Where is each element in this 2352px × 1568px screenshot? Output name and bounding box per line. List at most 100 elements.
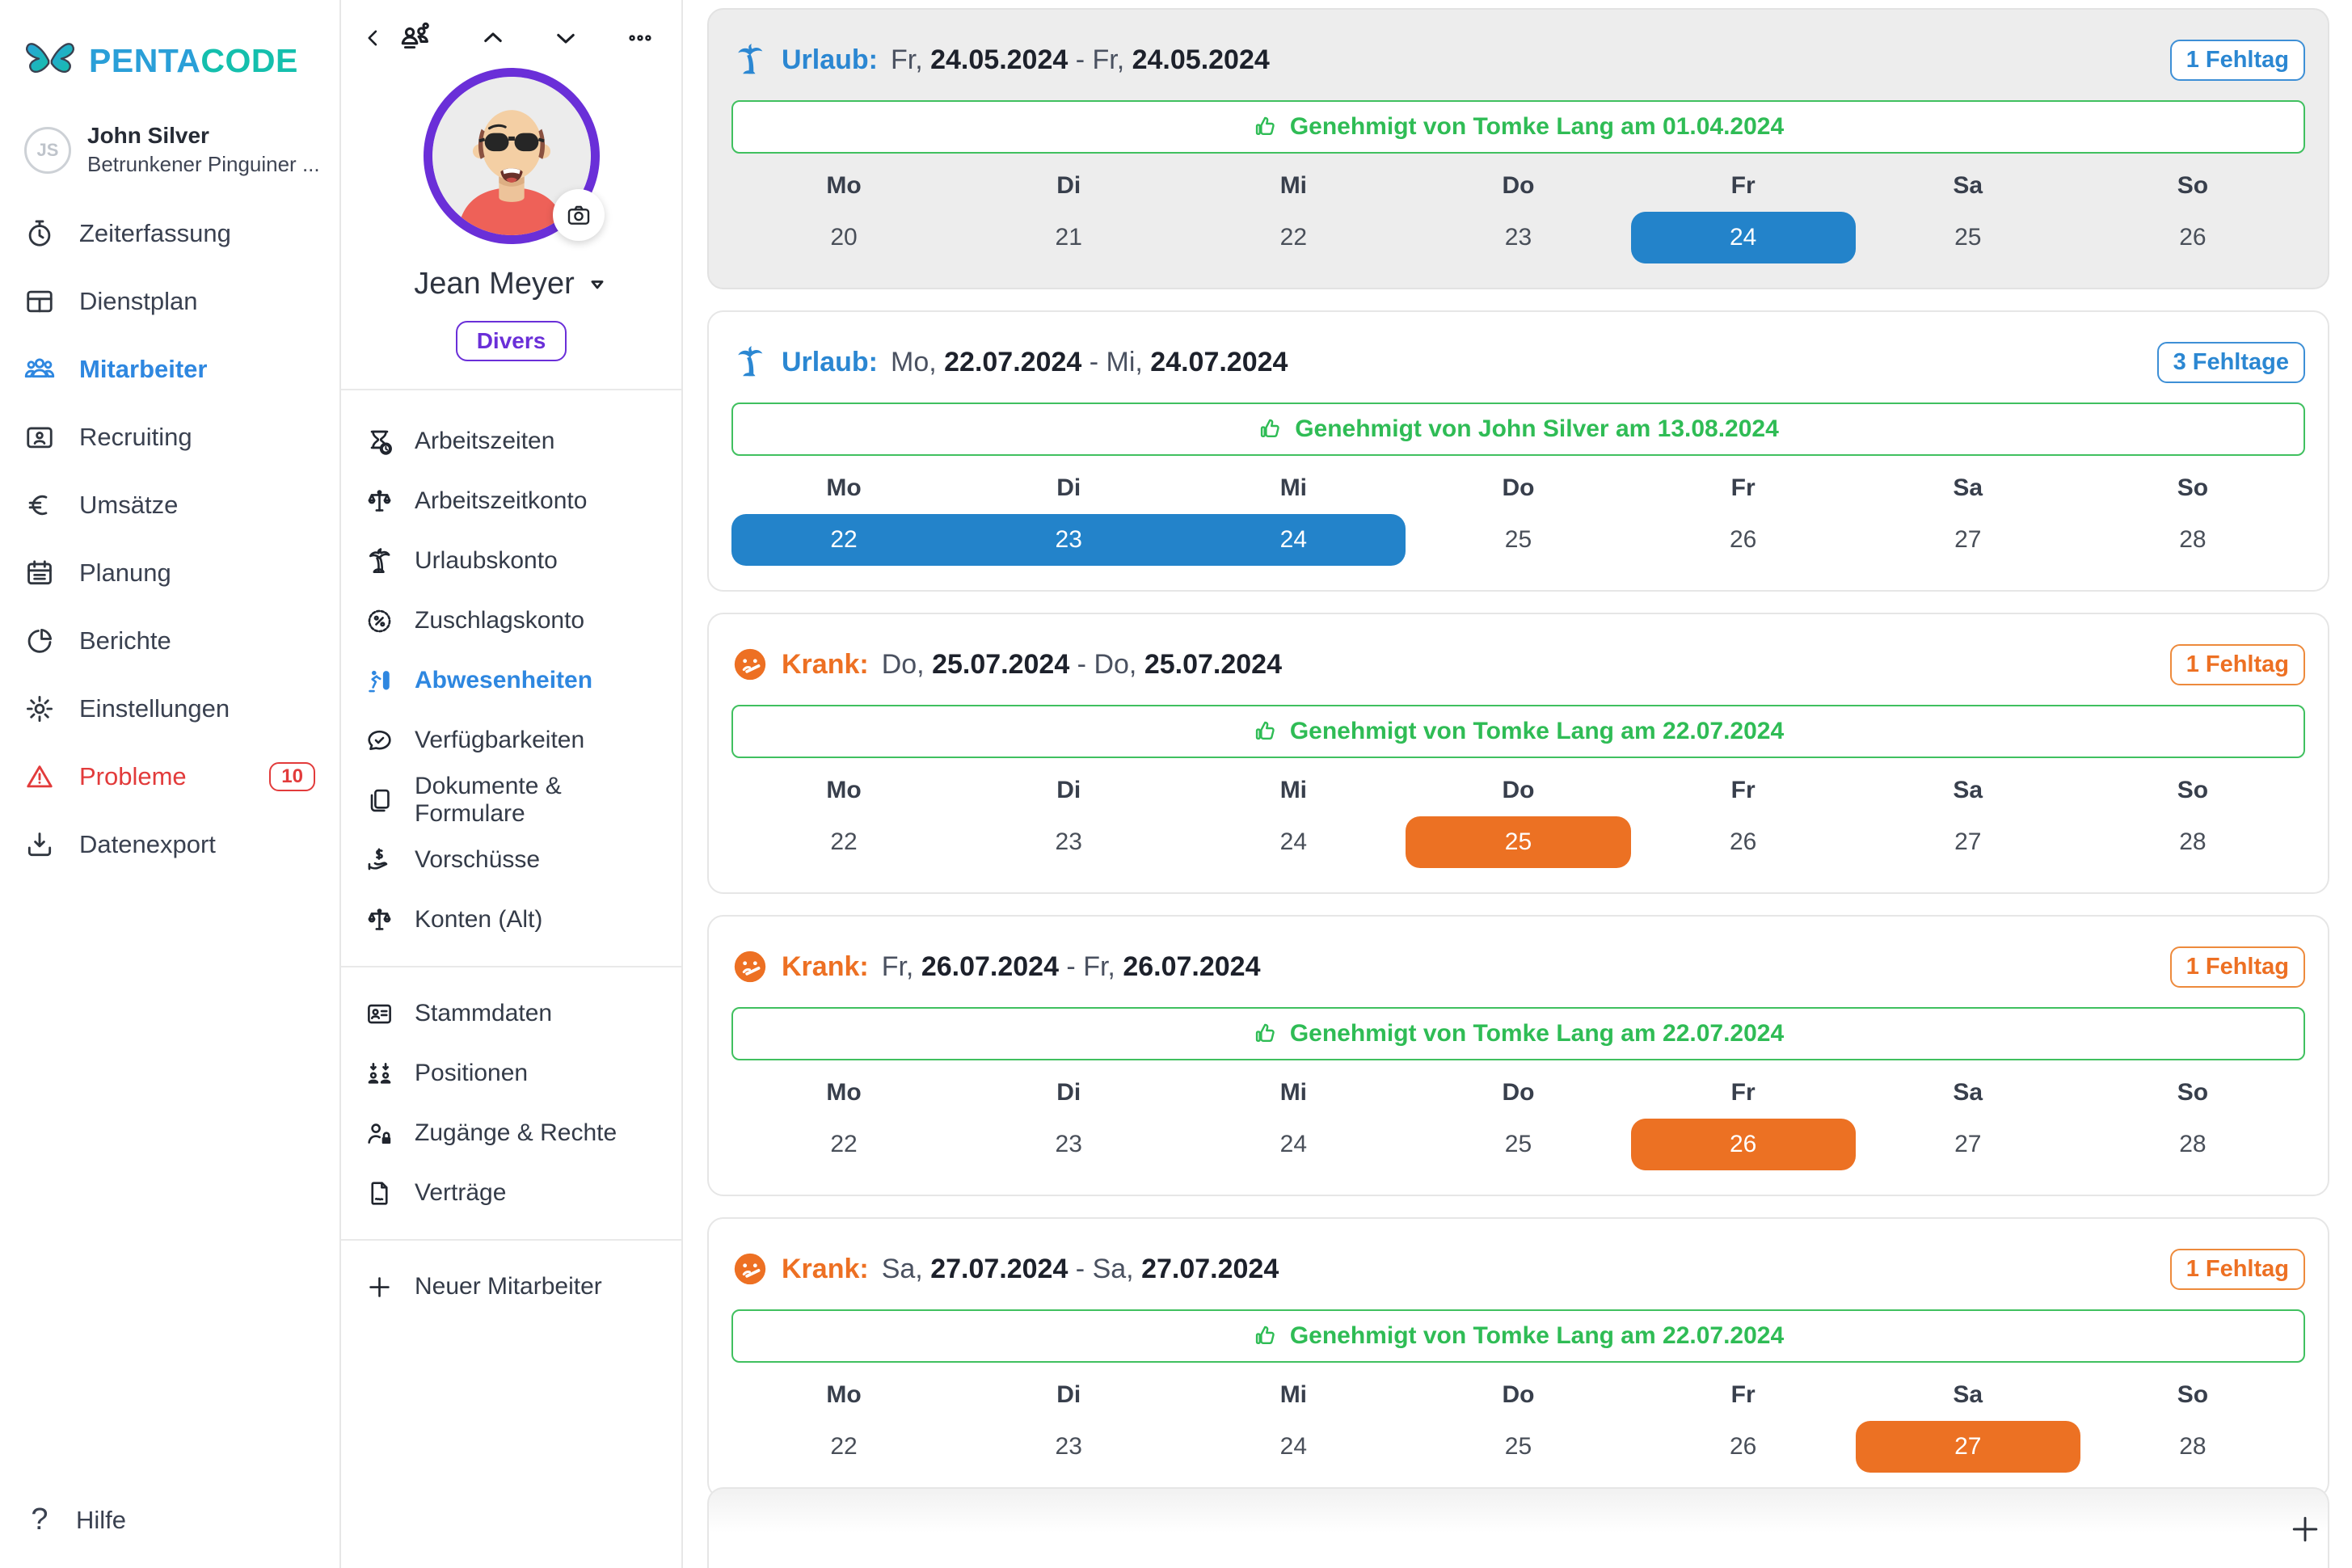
butterfly-logo-icon [24,37,76,84]
chevron-down-icon[interactable] [552,24,580,52]
sidebar-item-zeiterfassung[interactable]: Zeiterfassung [0,200,339,268]
weekday-header: Di [1056,474,1081,501]
day-cell: 25 [1504,526,1532,553]
absence-card-krank-25.07.2024[interactable]: Krank: Do, 25.07.2024 - Do, 25.07.2024 1 … [707,613,2329,894]
absence-date-range: Sa, 27.07.2024 - Sa, 27.07.2024 [881,1253,1279,1284]
employee-nav-item-label: Vorschüsse [415,846,541,873]
day-cell: 24 [1279,828,1308,855]
weekday-header: So [2177,1079,2209,1106]
chevron-up-icon[interactable] [479,24,507,52]
hourglass-clock-icon [365,428,394,456]
sidebar-item-dienstplan[interactable]: Dienstplan [0,268,339,335]
thumbs-up-icon [1253,719,1279,744]
employee-name-dropdown[interactable]: Jean Meyer [341,267,681,301]
employee-nav-item-zugaenge-rechte[interactable]: Zugänge & Rechte [341,1103,681,1163]
day-cell: 22 [830,828,858,855]
account-subtitle: Betrunkener Pinguiner ... [87,152,320,176]
employee-nav-item-vorschuesse[interactable]: Vorschüsse [341,830,681,890]
employee-nav-item-zuschlagskonto[interactable]: Zuschlagskonto [341,591,681,651]
documents-icon [365,786,394,815]
day-cell: 24 [1630,212,1856,263]
id-card-icon [24,422,55,453]
account-switcher[interactable]: JS John Silver Betrunkener Pinguiner ... [0,118,339,200]
absence-card-urlaub-24.05.2024[interactable]: Urlaub: Fr, 24.05.2024 - Fr, 24.05.2024 1… [707,8,2329,289]
sidebar-item-label: Einstellungen [79,694,230,723]
weekday-header: So [2177,1381,2209,1408]
day-cell: 26 [1729,526,1757,553]
sidebar-item-probleme[interactable]: Probleme 10 [0,743,339,811]
employee-nav-item-vertraege[interactable]: Verträge [341,1163,681,1223]
employee-nav-item-arbeitszeitkonto[interactable]: Arbeitszeitkonto [341,471,681,531]
more-options-icon[interactable] [626,24,654,52]
thumbs-up-icon [1253,1323,1279,1349]
sidebar-item-berichte[interactable]: Berichte [0,607,339,675]
team-icon[interactable] [398,21,432,55]
sidebar-item-umsaetze[interactable]: Umsätze [0,471,339,539]
employee-nav-item-label: Zuschlagskonto [415,607,585,634]
employee-nav: Arbeitszeiten Arbeitszeitkonto Urlaubskont… [341,390,681,1317]
week-grid: Mo Di Mi Do Fr Sa So 22 23 24 25 26 27 28 [731,469,2305,566]
employee-nav-item-positionen[interactable]: Positionen [341,1043,681,1103]
sidebar-item-label: Umsätze [79,491,179,519]
weekday-header: Sa [1953,777,1983,803]
employee-name: Jean Meyer [414,267,575,301]
employee-nav-item-urlaubskonto[interactable]: Urlaubskonto [341,531,681,591]
weekday-header: So [2177,474,2209,501]
employee-nav-item-label: Abwesenheiten [415,667,593,693]
person-lock-icon [365,1119,394,1148]
employee-nav-item-dokumente-formulare[interactable]: Dokumente & Formulare [341,770,681,830]
day-cell: 28 [2179,1131,2207,1157]
absence-card-krank-27.07.2024[interactable]: Krank: Sa, 27.07.2024 - Sa, 27.07.2024 1 … [707,1217,2329,1498]
approval-text: Genehmigt von Tomke Lang am 22.07.2024 [1289,718,1785,744]
change-photo-button[interactable] [552,189,605,241]
problems-count-badge: 10 [269,762,315,791]
weekday-header: Di [1056,1381,1081,1408]
add-absence-button[interactable] [2282,1507,2328,1552]
employee-nav-item-verfuegbarkeiten[interactable]: Verfügbarkeiten [341,710,681,770]
sick-face-icon [731,948,769,985]
absence-runner-icon [365,667,394,695]
sidebar-item-planung[interactable]: Planung [0,539,339,607]
day-cell: 24 [1279,1433,1308,1460]
euro-icon [24,490,55,521]
employee-nav-item-stammdaten[interactable]: Stammdaten [341,984,681,1043]
employee-nav-divider [341,966,681,967]
thumbs-up-icon [1258,416,1283,442]
sidebar-item-einstellungen[interactable]: Einstellungen [0,675,339,743]
sidebar-item-recruiting[interactable]: Recruiting [0,403,339,471]
employee-nav-item-abwesenheiten[interactable]: Abwesenheiten [341,651,681,710]
sidebar-nav: Zeiterfassung Dienstplan Mitarbeiter Recrui… [0,200,339,879]
weekday-header: Fr [1730,1079,1756,1106]
employee-nav-item-konten-alt[interactable]: Konten (Alt) [341,890,681,950]
next-absence-card-partial [707,1487,2329,1568]
sick-face-icon [731,1250,769,1288]
percent-badge-icon [365,607,394,635]
weekday-header: Do [1502,777,1535,803]
approval-banner: Genehmigt von Tomke Lang am 22.07.2024 [731,705,2305,758]
employee-nav-item-label: Arbeitszeiten [415,428,555,454]
account-name: John Silver [87,123,209,148]
absence-type-label: Urlaub: [782,44,878,75]
employee-nav-item-arbeitszeiten[interactable]: Arbeitszeiten [341,411,681,471]
absence-card-urlaub-22.07.2024[interactable]: Urlaub: Mo, 22.07.2024 - Mi, 24.07.2024 3… [707,310,2329,592]
sidebar-item-datenexport[interactable]: Datenexport [0,811,339,879]
absence-card-header: Urlaub: Fr, 24.05.2024 - Fr, 24.05.2024 1… [731,31,2305,89]
absence-card-krank-26.07.2024[interactable]: Krank: Fr, 26.07.2024 - Fr, 26.07.2024 1 … [707,915,2329,1196]
help-button[interactable]: ? Hilfe [0,1503,339,1568]
sidebar-item-mitarbeiter[interactable]: Mitarbeiter [0,335,339,403]
absences-list: Urlaub: Fr, 24.05.2024 - Fr, 24.05.2024 1… [683,0,2352,1568]
caret-down-icon [586,273,609,296]
weekday-header: Mo [826,777,862,803]
account-avatar: JS [24,126,71,174]
day-cell: 26 [1630,1119,1856,1170]
employee-nav-item-neuer-mitarbeiter[interactable]: Neuer Mitarbeiter [341,1257,681,1317]
back-chevron-icon[interactable] [362,27,385,49]
schedule-grid-icon [24,286,55,317]
day-cell: 23 [1504,224,1532,251]
weekday-header: Mo [826,172,862,199]
day-cell: 26 [1729,1433,1757,1460]
day-cell: 23 [1055,1131,1082,1157]
absence-date-range: Fr, 24.05.2024 - Fr, 24.05.2024 [891,44,1270,75]
palm-tree-icon [731,344,769,381]
absence-date-range: Mo, 22.07.2024 - Mi, 24.07.2024 [891,346,1288,377]
